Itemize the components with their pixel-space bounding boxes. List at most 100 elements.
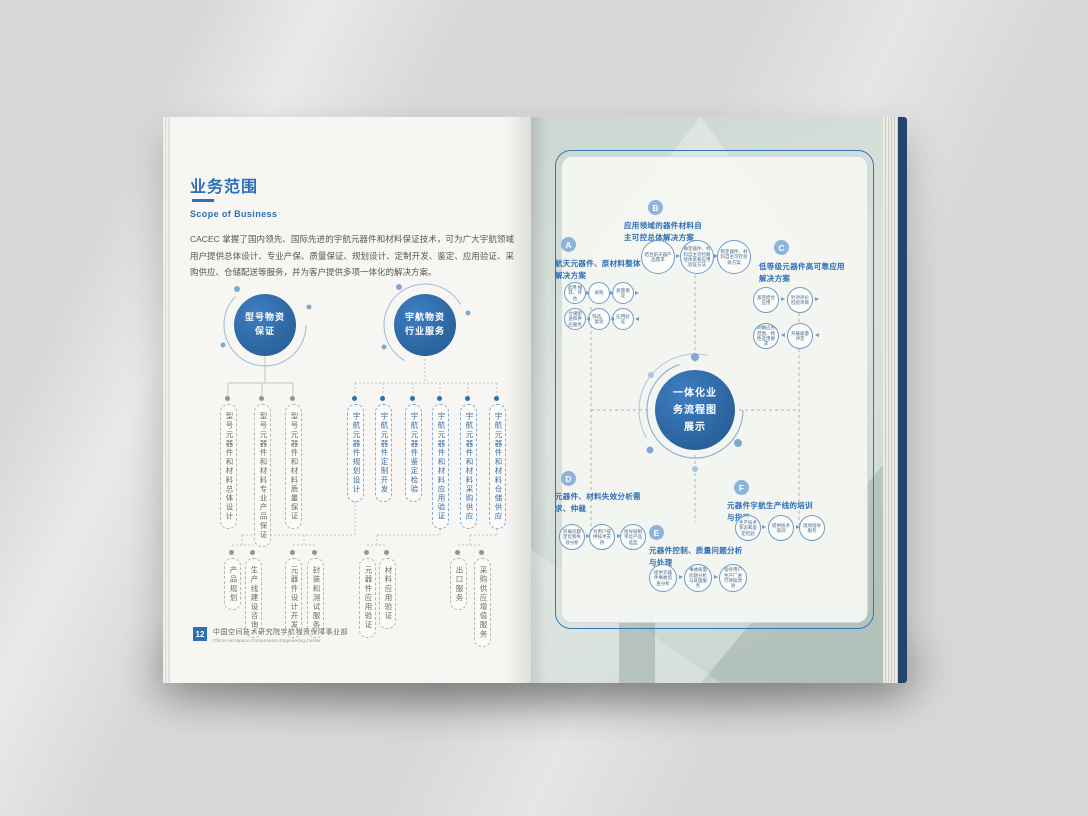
section-badge-d: D bbox=[561, 471, 576, 486]
pill-dot bbox=[290, 396, 295, 401]
tree-leaf: 宇航元器件鉴定检验 bbox=[405, 404, 422, 502]
pill-dot bbox=[259, 396, 264, 401]
pill-dot bbox=[364, 550, 369, 555]
root-node-label: 型号物资保证 bbox=[245, 312, 286, 336]
arrow-left-icon bbox=[586, 317, 590, 321]
section-title-e: 元器件控制、质量问题分析与处理 bbox=[649, 546, 743, 567]
flow-node: 筛选、复验 bbox=[588, 308, 610, 330]
open-brochure: 业务范围 Scope of Business CACEC 掌握了国内领先、国际先… bbox=[163, 117, 907, 683]
section-title-c: 低等级元器件高可靠应用解决方案 bbox=[759, 262, 845, 283]
pill-dot bbox=[437, 396, 442, 401]
section-badge-b: B bbox=[648, 200, 663, 215]
flow-node: 质量保证 bbox=[612, 282, 634, 304]
intro-paragraph: CACEC 掌握了国内领先、国际先进的宇航元器件和材料保证技术，可为广大宇航领域… bbox=[190, 234, 514, 278]
pill-dot bbox=[455, 550, 460, 555]
section-badge-e: E bbox=[649, 525, 664, 540]
tree-leaf: 型号元器件和材料专业产品保证 bbox=[254, 404, 271, 548]
flow-node: 针对评价检验项目 bbox=[787, 287, 813, 313]
arrow-left-icon bbox=[781, 333, 785, 337]
arrow-right-icon bbox=[781, 297, 785, 301]
flow-node: 确定器件、材料自主可控路径体系和应用验证方法 bbox=[680, 240, 714, 274]
section-title-d: 元器件、材料失效分析需求、仲裁 bbox=[555, 492, 641, 513]
arrow-left-icon bbox=[610, 317, 614, 321]
pill-dot bbox=[384, 550, 389, 555]
left-page: 业务范围 Scope of Business CACEC 掌握了国内领先、国际先… bbox=[163, 117, 531, 683]
tree-leaf: 元器件应用验证 bbox=[359, 558, 376, 638]
root-node-model-supply: 型号物资保证 bbox=[234, 294, 296, 356]
center-node-label: 一体化业务流程图展示 bbox=[673, 387, 717, 433]
root-node-label: 宇航物资行业服务 bbox=[405, 312, 446, 336]
pill-dot bbox=[380, 396, 385, 401]
page-subtitle: Scope of Business bbox=[190, 209, 278, 219]
organization-name-cn: 中国空间技术研究院宇航物资保障事业部 bbox=[213, 629, 348, 636]
flow-node: 明确应用范围、特性选用要求 bbox=[753, 323, 779, 349]
section-badge-f: F bbox=[734, 480, 749, 495]
arrow-right-icon bbox=[714, 575, 718, 579]
center-node: 一体化业务流程图展示 bbox=[655, 370, 735, 450]
arrow-right-icon bbox=[617, 534, 621, 538]
section-title-b: 应用领域的器件材料自主可控总体解决方案 bbox=[624, 221, 702, 242]
tree-leaf: 宇航元器件规划设计 bbox=[347, 404, 364, 502]
tree-leaf: 元器件设计开发 bbox=[285, 558, 302, 638]
arrow-right-icon bbox=[586, 534, 590, 538]
root-node-industry-service: 宇航物资行业服务 bbox=[394, 294, 456, 356]
pill-dot bbox=[479, 550, 484, 555]
arrow-right-icon bbox=[714, 254, 718, 258]
tree-leaf: 出口服务 bbox=[450, 558, 467, 611]
arrow-right-icon bbox=[679, 575, 683, 579]
flow-node: 仓储配送和供应服务 bbox=[564, 308, 586, 330]
pill-dot bbox=[229, 550, 234, 555]
pill-dot bbox=[494, 396, 499, 401]
tree-leaf: 封装和测试服务 bbox=[307, 558, 324, 638]
flow-node: 开展质量评定 bbox=[787, 323, 813, 349]
book-cover-edge bbox=[898, 117, 907, 683]
flow-node: 开展问题定位和失效分析 bbox=[559, 524, 585, 550]
flow-node: 应用验证 bbox=[612, 308, 634, 330]
page-number: 12 bbox=[193, 627, 207, 641]
tree-leaf: 宇航元器件定制开发 bbox=[375, 404, 392, 502]
arrow-right-icon bbox=[796, 525, 800, 529]
tree-leaf: 采购供应增值服务 bbox=[474, 558, 491, 647]
tree-leaf: 材料应用验证 bbox=[379, 558, 396, 629]
tree-leaf: 产品规划 bbox=[224, 558, 241, 611]
page-title: 业务范围 bbox=[190, 179, 259, 196]
tree-leaf: 生产线建设咨询 bbox=[245, 558, 262, 638]
page-stack-edge bbox=[883, 117, 898, 683]
flow-node: 结合航天器产品需求 bbox=[641, 240, 675, 274]
flow-node: 采购 bbox=[588, 282, 610, 304]
flow-node: 提供技术培训 bbox=[768, 515, 794, 541]
arrow-right-icon bbox=[586, 291, 590, 295]
pill-dot bbox=[352, 396, 357, 401]
pill-dot bbox=[312, 550, 317, 555]
flow-node: 事故质量问题分析与处理服务 bbox=[684, 564, 712, 592]
pill-dot bbox=[465, 396, 470, 401]
pill-dot bbox=[250, 550, 255, 555]
title-underline bbox=[192, 199, 214, 202]
pill-dot bbox=[410, 396, 415, 401]
arrow-right-icon bbox=[762, 525, 766, 529]
pill-dot bbox=[225, 396, 230, 401]
flow-node: 紧密结合应用 bbox=[753, 287, 779, 313]
arrow-left-icon bbox=[815, 333, 819, 337]
tree-leaf: 型号元器件和材料总体设计 bbox=[220, 404, 237, 530]
tree-leaf: 宇航元器件和材料采购供应 bbox=[460, 404, 477, 530]
arrow-left-icon bbox=[635, 317, 639, 321]
right-page-artwork: 一体化业务流程图展示 A 航天元器件、原材料整体解决方案 选用 推荐、评估 采购… bbox=[531, 117, 883, 683]
arrow-right-icon bbox=[676, 254, 680, 258]
section-title-a: 航天元器件、原材料整体解决方案 bbox=[555, 259, 641, 280]
right-page: 一体化业务流程图展示 A 航天元器件、原材料整体解决方案 选用 推荐、评估 采购… bbox=[531, 117, 907, 683]
organization-name-en: China Aerospace Components Engineering C… bbox=[213, 639, 321, 644]
page-footer: 12 中国空间技术研究院宇航物资保障事业部 China Aerospace Co… bbox=[193, 627, 348, 644]
arrow-right-icon bbox=[610, 291, 614, 295]
tree-leaf: 宇航元器件和材料仓储供应 bbox=[489, 404, 506, 530]
flow-node: 现场指导服务 bbox=[799, 515, 825, 541]
flow-node: 生产技术状态和鉴定检验 bbox=[735, 515, 761, 541]
flow-node: 为用户提供技术支持 bbox=[589, 524, 615, 550]
flow-node: 提供元器件事故追查分析 bbox=[649, 564, 677, 592]
section-badge-c: C bbox=[774, 240, 789, 255]
pill-dot bbox=[290, 550, 295, 555]
flow-node: 指导用户生产厂进行持续改进 bbox=[719, 564, 747, 592]
section-badge-a: A bbox=[561, 237, 576, 252]
arrow-right-icon bbox=[635, 291, 639, 295]
